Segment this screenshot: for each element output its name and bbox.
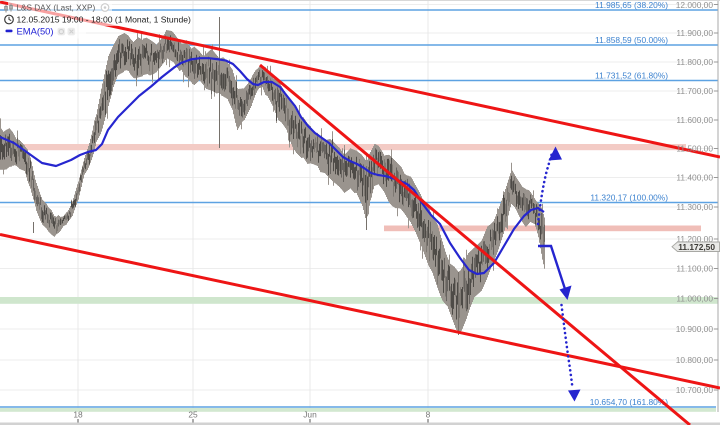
svg-text:10.900,00: 10.900,00 (676, 324, 714, 334)
svg-text:18: 18 (73, 409, 83, 419)
svg-text:11.320,17 (100.00%): 11.320,17 (100.00%) (590, 192, 668, 202)
svg-text:11.700,00: 11.700,00 (676, 86, 713, 96)
svg-text:11.200,00: 11.200,00 (676, 234, 713, 244)
svg-text:11.731,52 (61.80%): 11.731,52 (61.80%) (595, 70, 668, 80)
svg-text:L&S DAX (Last, XXP): L&S DAX (Last, XXP) (17, 4, 96, 13)
svg-text:11.400,00: 11.400,00 (676, 173, 713, 183)
svg-text:8: 8 (426, 409, 431, 419)
svg-text:11.000,00: 11.000,00 (676, 294, 713, 304)
svg-text:EMA(50): EMA(50) (17, 26, 54, 37)
svg-text:10.800,00: 10.800,00 (676, 355, 714, 365)
svg-text:25: 25 (188, 409, 198, 419)
svg-text:11.985,65 (38.20%): 11.985,65 (38.20%) (595, 0, 668, 10)
svg-text:11.100,00: 11.100,00 (676, 264, 713, 274)
svg-text:11.500,00: 11.500,00 (676, 144, 713, 154)
svg-text:11.900,00: 11.900,00 (676, 28, 713, 38)
svg-text:Jun: Jun (303, 409, 317, 419)
svg-text:10.700,00: 10.700,00 (676, 385, 714, 395)
svg-text:11.858,59 (50.00%): 11.858,59 (50.00%) (595, 35, 668, 45)
svg-text:12.000,00: 12.000,00 (676, 0, 714, 10)
svg-text:11.600,00: 11.600,00 (676, 115, 713, 125)
svg-text:10.654,70 (161.80%): 10.654,70 (161.80%) (590, 397, 668, 407)
svg-text:11.172,50: 11.172,50 (678, 242, 715, 252)
svg-text:11.300,00: 11.300,00 (676, 202, 713, 212)
svg-text:12.05.2015 19:00 - 18:00 (1 Mo: 12.05.2015 19:00 - 18:00 (1 Monat, 1 Stu… (17, 15, 192, 25)
svg-text:11.800,00: 11.800,00 (676, 57, 713, 67)
